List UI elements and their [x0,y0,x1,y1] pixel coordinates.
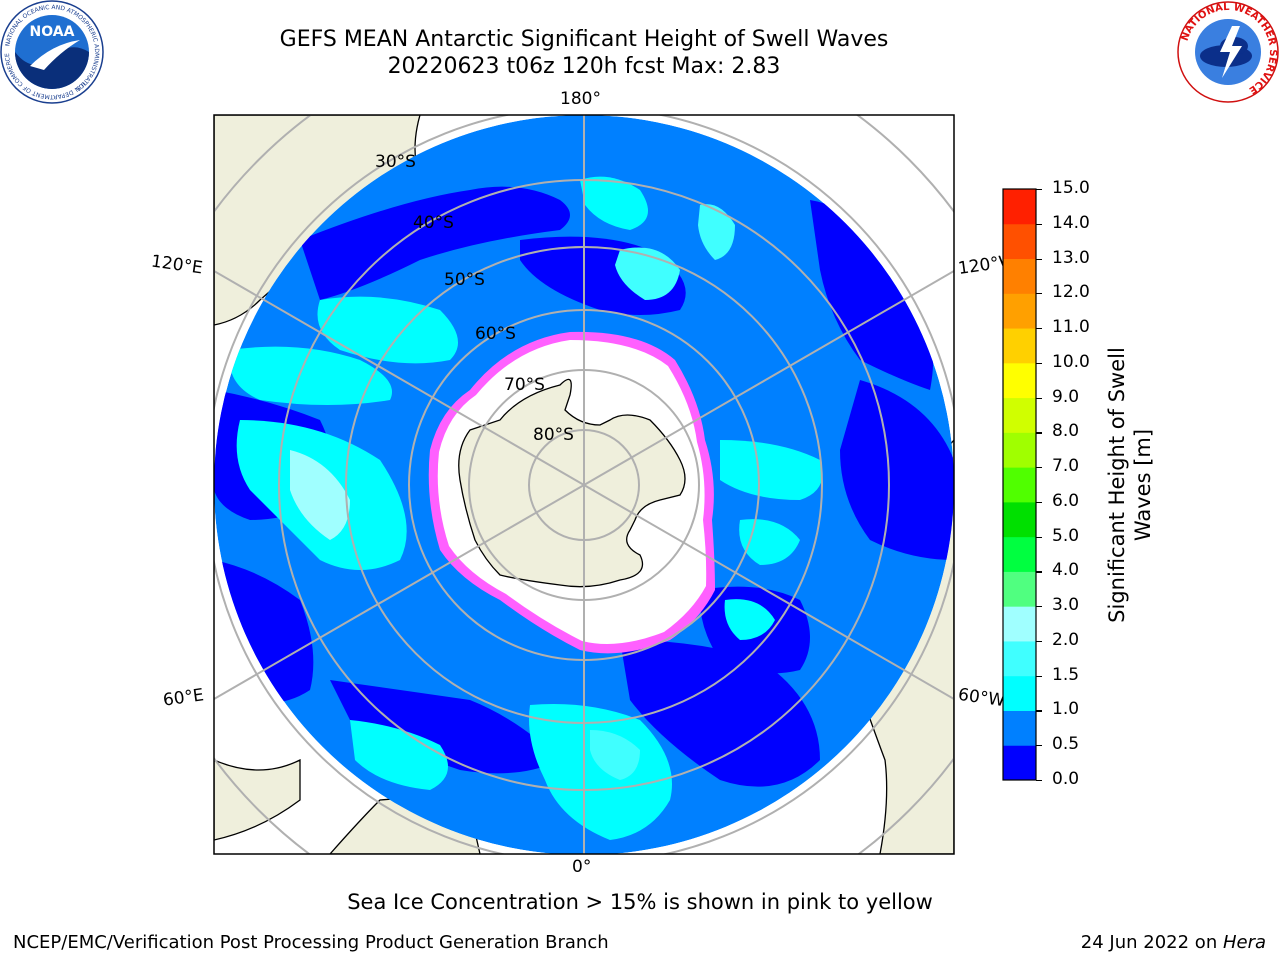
colorbar-tick-mark [1036,606,1042,608]
colorbar-segment [1003,675,1036,711]
colorbar-tick-label: 11.0 [1052,317,1090,338]
noaa-logo-text: NOAA [30,24,75,40]
colorbar-segment [1003,640,1036,677]
colorbar-tick-label: 1.5 [1052,664,1080,685]
footer-host: Hera [1222,932,1266,953]
nws-logo: NATIONAL WEATHER SERVICE [1177,1,1279,103]
colorbar-tick-label: 3.0 [1052,595,1080,616]
colorbar-title: Significant Height of Swell Waves [m] [1104,305,1156,665]
colorbar-tick-mark [1036,328,1042,330]
map-frame [213,114,955,855]
colorbar-segment [1003,258,1036,294]
colorbar-segment [1003,745,1036,781]
colorbar-tick-label: 13.0 [1052,247,1090,268]
colorbar-tick-mark [1036,780,1042,782]
colorbar-tick-label: 7.0 [1052,456,1080,477]
colorbar-tick-label: 9.0 [1052,386,1080,407]
colorbar-tick-mark [1036,432,1042,434]
colorbar-tick-label: 10.0 [1052,351,1090,372]
colorbar-tick-label: 4.0 [1052,560,1080,581]
colorbar-tick-label: 5.0 [1052,525,1080,546]
sea-ice-caption: Sea Ice Concentration > 15% is shown in … [347,890,933,914]
lat-label-40s: 40°S [413,213,454,233]
colorbar-segment [1003,501,1036,538]
lat-label-70s: 70°S [504,375,545,395]
colorbar-title-line2: Waves [m] [1131,428,1155,542]
colorbar-tick-mark [1036,571,1042,573]
colorbar-tick-mark [1036,745,1042,747]
colorbar-segment [1003,710,1036,746]
lat-label-60s: 60°S [475,324,516,344]
longitude-grid [214,115,954,854]
colorbar-segment [1003,467,1036,503]
colorbar-segment [1003,293,1036,329]
colorbar-segment [1003,328,1036,364]
colorbar-tick-label: 0.0 [1052,769,1080,789]
lon-label-180: 180° [560,89,601,109]
lat-label-80s: 80°S [533,425,574,445]
colorbar-tick-label: 2.0 [1052,629,1080,650]
colorbar-tick-mark [1036,293,1042,295]
colorbar-segment [1003,432,1036,468]
colorbar-segment [1003,189,1036,225]
colorbar-segment [1003,362,1036,399]
chart-subtitle: 20220623 t06z 120h fcst Max: 2.83 [387,54,781,79]
colorbar-tick-mark [1036,501,1042,504]
colorbar-segment [1003,606,1036,642]
colorbar-tick-mark [1036,362,1042,364]
colorbar-segment [1003,223,1036,260]
colorbar-tick-mark [1036,710,1042,712]
colorbar-tick-label: 15.0 [1052,178,1090,198]
colorbar-tick-mark [1036,640,1042,643]
colorbar-tick-mark [1036,223,1042,225]
colorbar-tick-mark [1036,397,1042,399]
colorbar-tick-mark [1036,258,1042,260]
colorbar-tick-mark [1036,675,1042,677]
footer-date-text: 24 Jun 2022 on [1080,932,1223,953]
colorbar [1002,188,1037,781]
colorbar-tick-label: 1.0 [1052,699,1080,720]
colorbar-tick-mark [1036,536,1042,538]
colorbar-tick-label: 14.0 [1052,212,1090,233]
footer-branch: NCEP/EMC/Verification Post Processing Pr… [13,932,609,953]
footer-date: 24 Jun 2022 on Hera [1081,932,1266,953]
colorbar-segment [1003,536,1036,572]
lon-label-0: 0° [572,857,592,877]
colorbar-segment [1003,397,1036,433]
colorbar-tick-label: 6.0 [1052,490,1080,511]
colorbar-tick-label: 0.5 [1052,734,1080,755]
lat-label-30s: 30°S [375,152,416,172]
colorbar-tick-label: 8.0 [1052,421,1080,442]
colorbar-segment [1003,571,1036,607]
chart-title: GEFS MEAN Antarctic Significant Height o… [279,27,889,52]
colorbar-title-line1: Significant Height of Swell [1105,347,1129,623]
lat-label-50s: 50°S [444,270,485,290]
colorbar-tick-mark [1036,467,1042,469]
colorbar-tick-label: 12.0 [1052,282,1090,303]
colorbar-tick-mark [1036,189,1042,191]
noaa-logo: NOAA NATIONAL OCEANIC AND ATMOSPHERIC AD… [0,0,104,104]
